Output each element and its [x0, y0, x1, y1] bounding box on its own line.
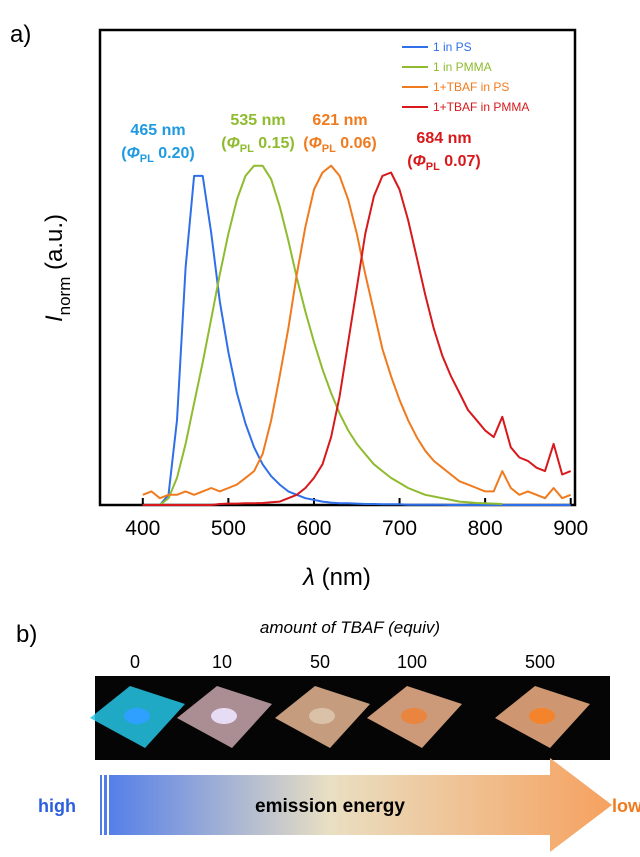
y-axis-unit: (a.u.): [41, 214, 68, 277]
legend-label: 1+TBAF in PMMA: [433, 100, 529, 114]
legend-label: 1 in PMMA: [433, 60, 492, 74]
film-disc: [529, 708, 555, 724]
paren: (: [121, 145, 127, 162]
film-disc: [211, 708, 237, 724]
phi-sub: PL: [240, 143, 254, 155]
peak-label: 621 nm: [312, 112, 367, 129]
phi-sub: PL: [322, 143, 336, 155]
film-disc: [124, 708, 150, 724]
plot-frame: [98, 28, 577, 507]
panel-label: b): [16, 621, 37, 648]
series-line: [142, 164, 503, 506]
film-disc: [401, 708, 427, 724]
energy-arrow: [100, 758, 612, 852]
arrow-left-label: high: [38, 796, 76, 816]
phi: Φ: [127, 145, 140, 162]
x-axis-unit: (nm): [315, 564, 371, 591]
series-line: [142, 174, 571, 506]
paren: (: [407, 153, 413, 170]
paren: (: [221, 135, 227, 152]
phi-sub: PL: [140, 153, 154, 165]
x-axis-symbol: λ: [301, 564, 315, 591]
equiv-label: 0: [130, 652, 140, 672]
peak-yield: (ΦPL 0.06): [303, 135, 376, 155]
peak-yield: (ΦPL 0.20): [121, 145, 194, 165]
phi: Φ: [413, 153, 426, 170]
yield: 0.15): [254, 135, 295, 152]
panel-title: amount of TBAF (equiv): [260, 618, 440, 637]
paren: (: [303, 135, 309, 152]
y-axis-symbol: I: [41, 315, 68, 322]
panel-label: a): [10, 21, 31, 48]
yield: 0.06): [336, 135, 377, 152]
peak-label: 465 nm: [130, 122, 185, 139]
x-tick-label: 400: [125, 517, 160, 540]
x-tick-label: 900: [553, 517, 588, 540]
y-axis-label: Inorm (a.u.): [41, 214, 74, 322]
peak-label: 535 nm: [230, 112, 285, 129]
y-axis-sub: norm: [55, 277, 74, 316]
x-tick-label: 800: [468, 517, 503, 540]
legend-label: 1+TBAF in PS: [433, 80, 509, 94]
equiv-label: 100: [397, 652, 427, 672]
phi: Φ: [309, 135, 322, 152]
equiv-label: 10: [212, 652, 232, 672]
yield: 0.07): [440, 153, 481, 170]
x-tick-label: 500: [211, 517, 246, 540]
peak-label: 684 nm: [416, 130, 471, 147]
phi-sub: PL: [426, 161, 440, 173]
peak-yield: (ΦPL 0.15): [221, 135, 294, 155]
legend-label: 1 in PS: [433, 40, 472, 54]
film-disc: [309, 708, 335, 724]
peak-yield: (ΦPL 0.07): [407, 153, 480, 173]
equiv-label: 50: [310, 652, 330, 672]
x-tick-label: 600: [296, 517, 331, 540]
series-line: [142, 171, 572, 506]
x-tick-label: 700: [382, 517, 417, 540]
yield: 0.20): [154, 145, 195, 162]
x-axis-label: λ (nm): [301, 564, 371, 591]
arrow-label: emission energy: [255, 796, 405, 817]
series-line: [142, 164, 572, 500]
phi: Φ: [227, 135, 240, 152]
arrow-right-label: low: [612, 796, 640, 816]
equiv-label: 500: [525, 652, 555, 672]
